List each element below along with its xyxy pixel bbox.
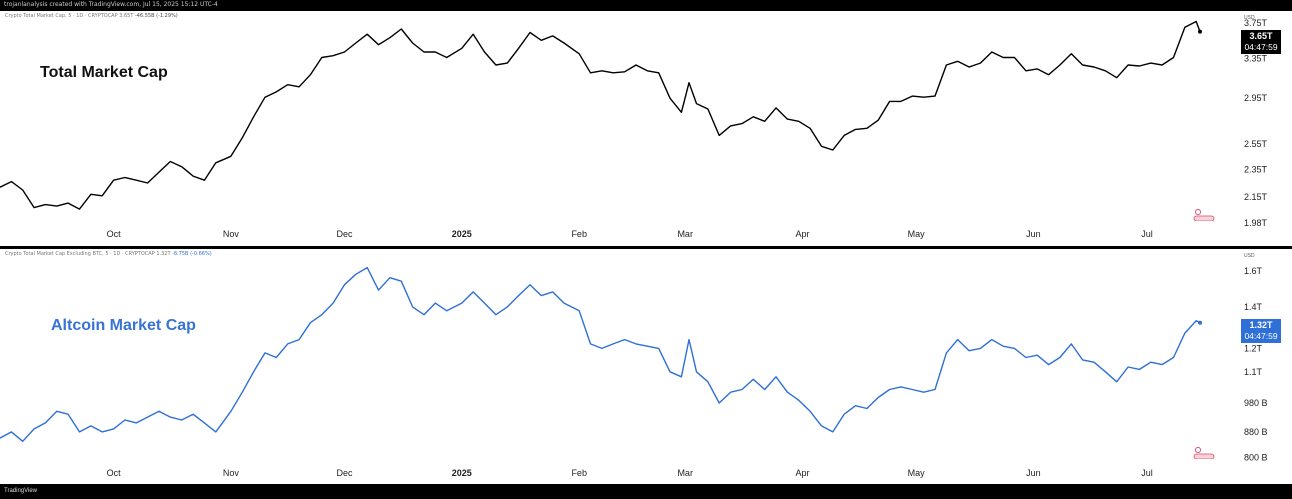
header-text: trojanlanalysis created with TradingView…: [4, 1, 218, 8]
y-tick-label: 2.35T: [1244, 164, 1268, 174]
x-tick-label: Nov: [223, 468, 240, 478]
pane-legend: Crypto Total Market Cap Excluding BTC, 5…: [5, 251, 212, 257]
total-market-cap-chart: 3.75T 3.35T 2.95T 2.55T 2.35T 2.15T 1.98T Oct No…: [0, 18, 1268, 239]
bar-countdown: 04:47:59: [1244, 331, 1278, 341]
y-tick-label: 800 B: [1244, 453, 1268, 463]
x-tick-label: Mar: [677, 229, 693, 239]
x-tick-label: 2025: [452, 229, 472, 239]
x-tick-label: May: [908, 229, 926, 239]
x-tick-label: Jul: [1141, 229, 1153, 239]
series-value: 3.65T: [119, 13, 134, 19]
x-tick-label: May: [908, 468, 926, 478]
series-change: -8.75B (-0.66%): [172, 251, 212, 257]
y-tick-label: 2.95T: [1244, 93, 1268, 103]
x-tick-label: Dec: [336, 468, 353, 478]
x-tick-label: Jun: [1026, 468, 1041, 478]
series-line: [0, 266, 1201, 442]
current-price-value: 1.32T: [1249, 320, 1273, 330]
chart-annotation: Total Market Cap: [40, 64, 168, 81]
y-tick-label: 1.2T: [1244, 343, 1263, 353]
altcoin-market-cap-pane[interactable]: Crypto Total Market Cap Excluding BTC, 5…: [0, 249, 1292, 484]
chart-annotation: Altcoin Market Cap: [51, 317, 196, 334]
last-point-marker: [1198, 29, 1202, 34]
x-tick-label: Apr: [795, 229, 809, 239]
x-tick-label: Jun: [1026, 229, 1041, 239]
y-tick-label: 3.35T: [1244, 53, 1268, 63]
tradingview-logo: TradingView: [4, 488, 38, 494]
series-change: -46.55B (-1.29%): [135, 13, 178, 19]
series-value: 1.32T: [156, 251, 171, 257]
x-tick-label: Jul: [1141, 468, 1153, 478]
altcoin-market-cap-chart: 1.6T 1.4T 1.2T 1.1T 980 B 880 B 800 B Oct Nov Dec…: [0, 266, 1268, 478]
alert-icon[interactable]: [1193, 447, 1215, 459]
x-tick-label: Apr: [795, 468, 809, 478]
unit-label: USD: [1244, 15, 1255, 21]
series-line: [0, 20, 1201, 210]
series-name: Crypto Total Market Cap Excluding BTC, 5…: [5, 251, 155, 257]
x-tick-label: Dec: [336, 229, 353, 239]
current-price-label: 3.65T 04:47:59: [1241, 30, 1281, 54]
y-tick-label: 1.4T: [1244, 302, 1263, 312]
y-tick-label: 980 B: [1244, 398, 1268, 408]
x-tick-label: Nov: [223, 229, 240, 239]
x-tick-label: Oct: [107, 468, 122, 478]
unit-label: USD: [1244, 253, 1255, 259]
y-tick-label: 1.98T: [1244, 218, 1268, 228]
x-tick-label: 2025: [452, 468, 472, 478]
current-price-value: 3.65T: [1249, 31, 1273, 41]
alert-icon[interactable]: [1193, 209, 1215, 221]
y-tick-label: 3.75T: [1244, 18, 1268, 28]
y-tick-label: 2.15T: [1244, 192, 1268, 202]
current-price-label: 1.32T 04:47:59: [1241, 319, 1281, 343]
y-tick-label: 880 B: [1244, 427, 1268, 437]
y-tick-label: 1.1T: [1244, 367, 1263, 377]
total-market-cap-pane[interactable]: Crypto Total Market Cap, 5 · 1D · CRYPTO…: [0, 11, 1292, 246]
header-bar: trojanlanalysis created with TradingView…: [0, 0, 1292, 11]
x-tick-label: Mar: [677, 468, 693, 478]
y-tick-label: 1.6T: [1244, 266, 1263, 276]
x-tick-label: Feb: [571, 468, 587, 478]
y-tick-label: 2.55T: [1244, 139, 1268, 149]
bar-countdown: 04:47:59: [1244, 42, 1278, 52]
footer-bar: TradingView: [0, 484, 1292, 499]
x-tick-label: Oct: [107, 229, 122, 239]
pane-legend: Crypto Total Market Cap, 5 · 1D · CRYPTO…: [5, 13, 178, 19]
x-tick-label: Feb: [571, 229, 587, 239]
series-name: Crypto Total Market Cap, 5 · 1D · CRYPTO…: [5, 13, 118, 19]
last-point-marker: [1198, 320, 1202, 325]
